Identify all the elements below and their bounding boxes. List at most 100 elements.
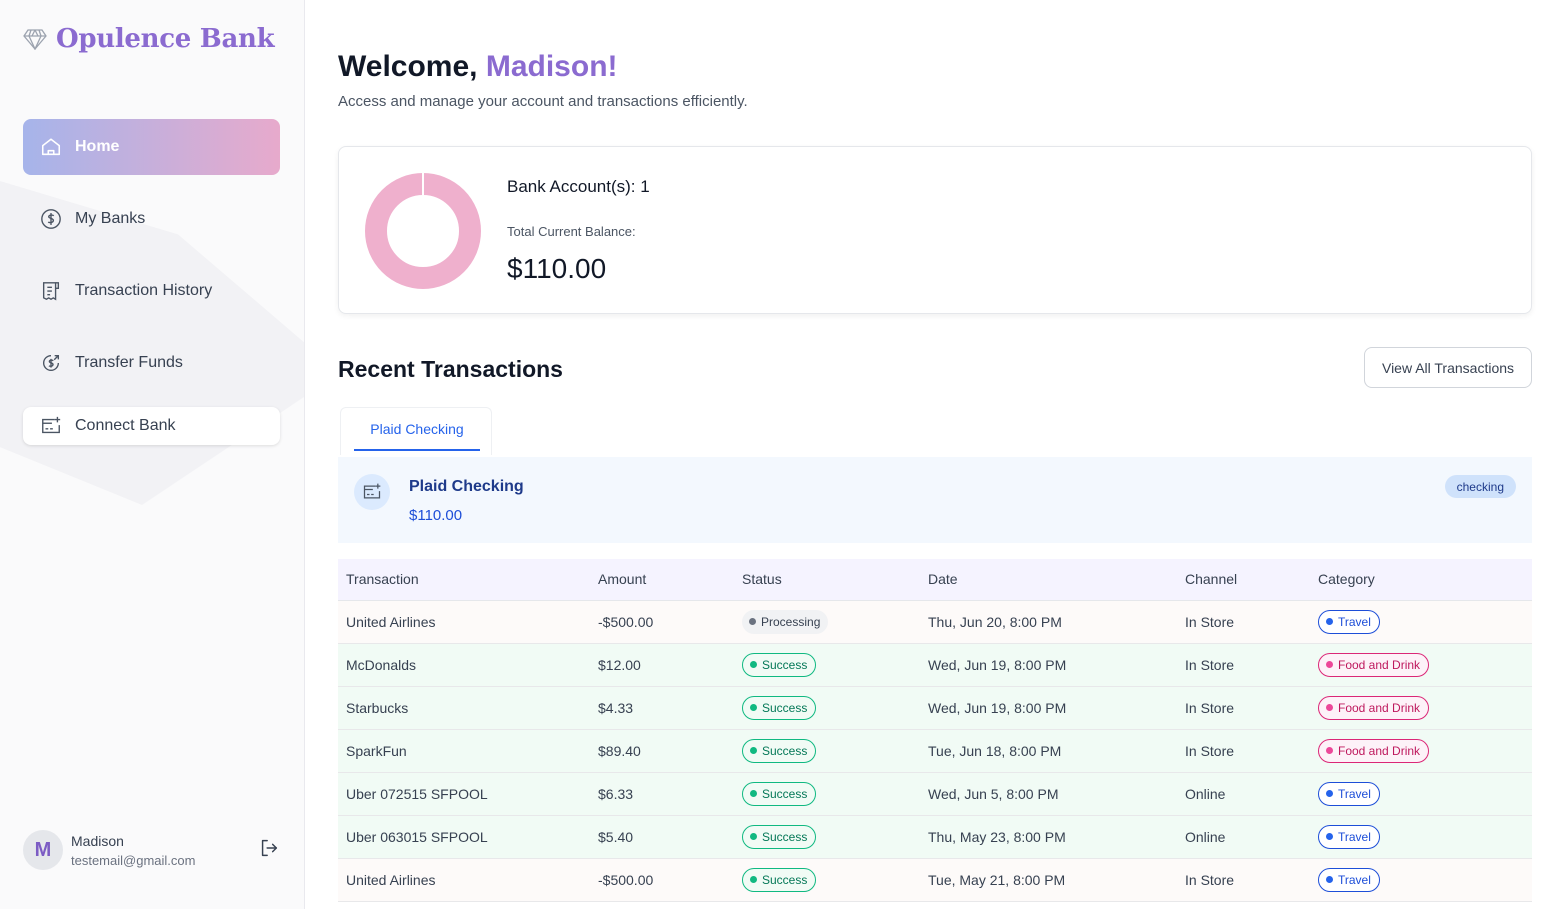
column-header-transaction: Transaction <box>338 559 590 601</box>
home-icon <box>39 135 63 159</box>
transaction-name: Uber 072515 SFPOOL <box>338 772 590 816</box>
transaction-date: Wed, Jun 19, 8:00 PM <box>920 643 1177 687</box>
category-badge: Food and Drink <box>1318 738 1430 763</box>
category-label: Travel <box>1338 829 1371 844</box>
table-row[interactable]: Uber 063015 SFPOOL $5.40 Success Thu, Ma… <box>338 815 1532 859</box>
transaction-channel: In Store <box>1177 729 1310 773</box>
logout-button[interactable] <box>257 838 281 862</box>
transaction-status-cell: Success <box>734 858 920 902</box>
category-label: Travel <box>1338 786 1371 801</box>
sidebar-item-transaction-history[interactable]: Transaction History <box>23 263 280 319</box>
transaction-amount: -$500.00 <box>590 600 734 644</box>
table-row[interactable]: Uber 072515 SFPOOL $6.33 Success Wed, Ju… <box>338 772 1532 816</box>
transaction-channel: In Store <box>1177 858 1310 902</box>
table-row[interactable]: Starbucks $4.33 Success Wed, Jun 19, 8:0… <box>338 686 1532 730</box>
view-all-transactions-button[interactable]: View All Transactions <box>1364 347 1532 388</box>
transaction-status-cell: Success <box>734 815 920 859</box>
transaction-name: Uber 063015 SFPOOL <box>338 815 590 859</box>
category-dot <box>1326 747 1333 754</box>
transaction-name: Starbucks <box>338 686 590 730</box>
status-label: Success <box>762 829 808 844</box>
sidebar-item-my-banks[interactable]: My Banks <box>23 191 280 247</box>
category-label: Food and Drink <box>1338 657 1421 672</box>
sidebar-item-label: Home <box>75 138 120 155</box>
user-email: testemail@gmail.com <box>71 852 196 868</box>
transaction-amount: $4.33 <box>590 686 734 730</box>
status-badge: Success <box>742 738 817 763</box>
page-title: Welcome, Madison! <box>338 50 618 84</box>
sidebar: Opulence Bank Home My Banks <box>0 0 305 909</box>
transaction-channel: In Store <box>1177 686 1310 730</box>
transaction-status-cell: Success <box>734 686 920 730</box>
transaction-channel: In Store <box>1177 643 1310 687</box>
transaction-channel: In Store <box>1177 600 1310 644</box>
avatar[interactable]: M <box>23 830 63 870</box>
status-dot <box>750 790 757 797</box>
sidebar-item-label: Transfer Funds <box>75 354 183 371</box>
column-header-channel: Channel <box>1177 559 1310 601</box>
transaction-date: Tue, May 21, 8:00 PM <box>920 858 1177 902</box>
sidebar-item-label: My Banks <box>75 210 146 227</box>
table-row[interactable]: United Airlines -$500.00 Success Tue, Ma… <box>338 858 1532 902</box>
transactions-table: Transaction Amount Status Date Channel C… <box>338 559 1532 902</box>
column-header-date: Date <box>920 559 1177 601</box>
transaction-status-cell: Processing <box>734 600 920 644</box>
transaction-category-cell: Food and Drink <box>1310 643 1532 687</box>
page-subtitle: Access and manage your account and trans… <box>338 93 748 110</box>
total-balance-card: Bank Account(s): 1 Total Current Balance… <box>338 146 1532 314</box>
category-label: Travel <box>1338 614 1371 629</box>
transaction-date: Wed, Jun 19, 8:00 PM <box>920 686 1177 730</box>
tab-plaid-checking[interactable]: Plaid Checking <box>354 408 480 451</box>
status-dot <box>750 833 757 840</box>
transaction-name: United Airlines <box>338 600 590 644</box>
status-badge: Success <box>742 867 817 892</box>
diamond-icon <box>22 26 48 52</box>
category-dot <box>1326 704 1333 711</box>
bank-name: Plaid Checking <box>409 478 524 495</box>
status-badge: Success <box>742 781 817 806</box>
category-badge: Travel <box>1318 781 1380 806</box>
sidebar-item-label: Connect Bank <box>75 417 176 434</box>
sidebar-item-transfer-funds[interactable]: Transfer Funds <box>23 335 280 391</box>
status-label: Success <box>762 743 808 758</box>
logout-icon <box>258 837 280 864</box>
status-badge: Success <box>742 695 817 720</box>
sidebar-nav: Home My Banks Transaction History <box>23 119 280 461</box>
status-dot <box>749 618 756 625</box>
category-badge: Food and Drink <box>1318 695 1430 720</box>
transaction-channel: Online <box>1177 772 1310 816</box>
user-footer: M Madison testemail@gmail.com <box>23 830 285 870</box>
category-label: Food and Drink <box>1338 700 1421 715</box>
transaction-date: Thu, May 23, 8:00 PM <box>920 815 1177 859</box>
sidebar-item-home[interactable]: Home <box>23 119 280 175</box>
recent-transactions-title: Recent Transactions <box>338 356 563 382</box>
sidebar-item-label: Transaction History <box>75 282 213 299</box>
receipt-icon <box>39 279 63 303</box>
column-header-amount: Amount <box>590 559 734 601</box>
transaction-category-cell: Travel <box>1310 600 1532 644</box>
transaction-date: Thu, Jun 20, 8:00 PM <box>920 600 1177 644</box>
status-badge: Processing <box>742 609 829 634</box>
transaction-category-cell: Travel <box>1310 858 1532 902</box>
transaction-category-cell: Travel <box>1310 772 1532 816</box>
table-row[interactable]: SparkFun $89.40 Success Tue, Jun 18, 8:0… <box>338 729 1532 773</box>
category-dot <box>1326 833 1333 840</box>
table-row[interactable]: McDonalds $12.00 Success Wed, Jun 19, 8:… <box>338 643 1532 687</box>
transaction-amount: $89.40 <box>590 729 734 773</box>
transaction-name: McDonalds <box>338 643 590 687</box>
category-label: Travel <box>1338 872 1371 887</box>
brand-name: Opulence Bank <box>56 24 275 54</box>
balance-donut-ring <box>365 173 481 289</box>
transaction-amount: $6.33 <box>590 772 734 816</box>
table-row[interactable]: United Airlines -$500.00 Processing Thu,… <box>338 600 1532 644</box>
transaction-date: Tue, Jun 18, 8:00 PM <box>920 729 1177 773</box>
status-label: Success <box>762 786 808 801</box>
brand-logo[interactable]: Opulence Bank <box>22 24 275 54</box>
status-dot <box>750 704 757 711</box>
category-dot <box>1326 618 1333 625</box>
sidebar-item-connect-bank[interactable]: Connect Bank <box>23 407 280 445</box>
transaction-amount: $12.00 <box>590 643 734 687</box>
status-label: Success <box>762 700 808 715</box>
transaction-amount: -$500.00 <box>590 858 734 902</box>
category-label: Food and Drink <box>1338 743 1421 758</box>
